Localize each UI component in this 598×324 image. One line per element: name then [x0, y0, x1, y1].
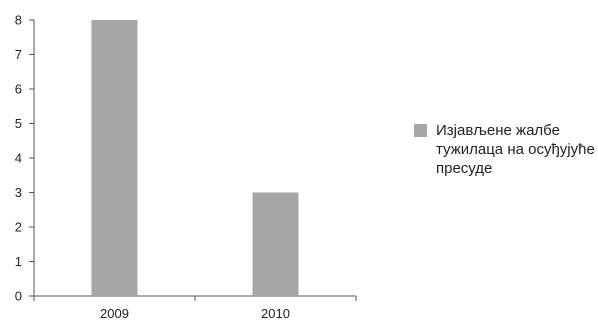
bars	[91, 20, 299, 296]
y-tick-label: 7	[15, 47, 22, 62]
y-tick-label: 6	[15, 82, 22, 97]
x-tick-label: 2009	[100, 306, 129, 321]
y-tick-label: 4	[15, 151, 22, 166]
x-axis: 2009 2010	[29, 295, 357, 321]
y-axis: 0 1 2 3 4 5 6 7 8	[15, 13, 35, 304]
bar-2009	[91, 20, 138, 296]
x-tick-label: 2010	[261, 306, 290, 321]
y-tick-label: 1	[15, 254, 22, 269]
legend: Изјављене жалбе тужилаца на осуђујуће пр…	[414, 121, 598, 178]
legend-label: Изјављене жалбе тужилаца на осуђујуће пр…	[436, 122, 595, 177]
y-tick-label: 5	[15, 116, 22, 131]
legend-swatch	[414, 124, 427, 137]
y-tick-label: 3	[15, 185, 22, 200]
y-tick-label: 8	[15, 13, 22, 28]
y-tick-label: 2	[15, 220, 22, 235]
bar-2010	[252, 192, 299, 296]
y-tick-label: 0	[15, 289, 22, 304]
